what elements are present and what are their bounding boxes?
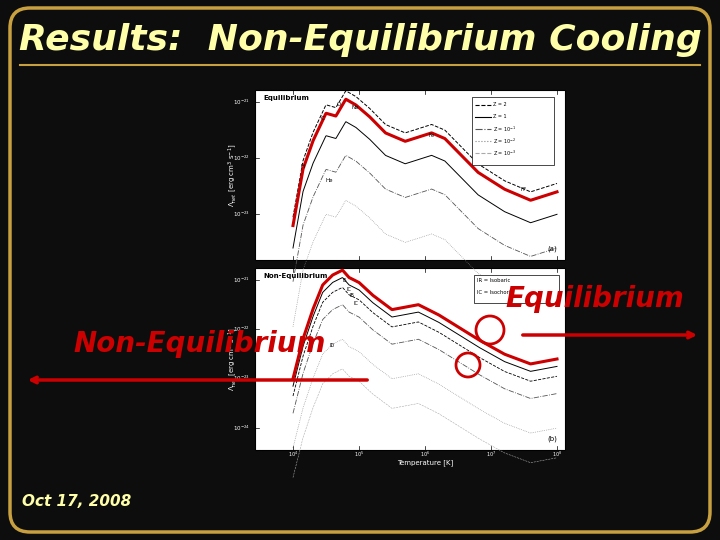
Text: IR = Isobaric: IR = Isobaric (477, 278, 510, 282)
Text: C: C (321, 116, 325, 122)
Text: I5: I5 (342, 279, 347, 284)
Text: Oct 17, 2008: Oct 17, 2008 (22, 495, 131, 510)
Text: Non-Equilibrium: Non-Equilibrium (263, 273, 328, 279)
Text: $10^6$: $10^6$ (420, 450, 430, 459)
Text: Equilibrium: Equilibrium (505, 285, 685, 313)
Text: IB: IB (350, 293, 355, 298)
Text: Non-Equilibrium: Non-Equilibrium (74, 330, 326, 358)
Text: ID: ID (330, 343, 336, 348)
Text: Results:  Non-Equilibrium Cooling: Results: Non-Equilibrium Cooling (19, 23, 701, 57)
Text: $10^{-22}$: $10^{-22}$ (233, 153, 250, 163)
Text: IC: IC (346, 287, 351, 292)
Text: He: He (325, 178, 333, 183)
Text: Z = 1: Z = 1 (493, 114, 507, 119)
Text: H: H (301, 164, 305, 169)
Text: Z = 10$^{-1}$: Z = 10$^{-1}$ (493, 124, 516, 133)
FancyBboxPatch shape (10, 8, 710, 532)
Text: Fe: Fe (428, 133, 435, 138)
Text: IC = Isochoric: IC = Isochoric (477, 289, 513, 294)
Text: $10^{-23}$: $10^{-23}$ (233, 374, 250, 383)
Text: $\Lambda_{net}$ [erg cm$^3$ s$^{-1}$]: $\Lambda_{net}$ [erg cm$^3$ s$^{-1}$] (227, 143, 239, 207)
Text: $10^7$: $10^7$ (486, 450, 496, 459)
Text: Z = 2: Z = 2 (493, 103, 507, 107)
Text: $10^4$: $10^4$ (288, 450, 298, 459)
Text: $10^5$: $10^5$ (354, 450, 364, 459)
Text: $10^{-21}$: $10^{-21}$ (233, 275, 250, 285)
Text: $10^{-24}$: $10^{-24}$ (233, 423, 250, 433)
Text: (b): (b) (547, 435, 557, 442)
Bar (255, 268, 565, 450)
Text: (a): (a) (547, 245, 557, 252)
Text: Ne: Ne (352, 105, 359, 110)
Text: $10^{-23}$: $10^{-23}$ (233, 210, 250, 219)
Text: Temperature [K]: Temperature [K] (397, 459, 453, 465)
Text: FF: FF (521, 186, 527, 192)
Text: Z = 10$^{-3}$: Z = 10$^{-3}$ (493, 148, 516, 158)
Text: $10^{-21}$: $10^{-21}$ (233, 97, 250, 106)
Text: $10^{-22}$: $10^{-22}$ (233, 325, 250, 334)
Text: Equilibrium: Equilibrium (263, 95, 309, 101)
Text: $10^8$: $10^8$ (552, 450, 562, 459)
Text: O: O (337, 102, 341, 107)
Text: $\Lambda_{net}$ [erg cm$^3$ s$^{-1}$]: $\Lambda_{net}$ [erg cm$^3$ s$^{-1}$] (227, 327, 239, 391)
Bar (472, 97, 554, 165)
Text: IC: IC (354, 301, 358, 306)
Text: Z = 10$^{-2}$: Z = 10$^{-2}$ (493, 137, 516, 146)
Bar (255, 90, 565, 260)
Bar (474, 275, 559, 303)
